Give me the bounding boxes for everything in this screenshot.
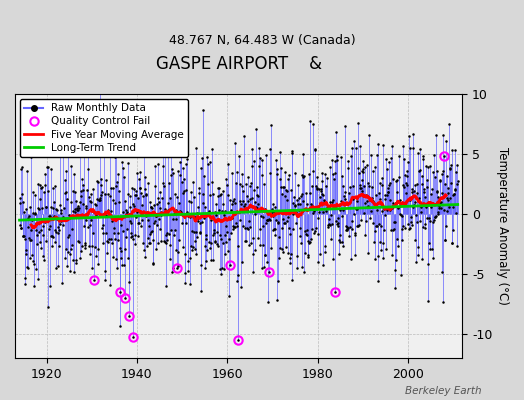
Legend: Raw Monthly Data, Quality Control Fail, Five Year Moving Average, Long-Term Tren: Raw Monthly Data, Quality Control Fail, … bbox=[20, 99, 188, 157]
Y-axis label: Temperature Anomaly (°C): Temperature Anomaly (°C) bbox=[496, 147, 509, 305]
Text: Berkeley Earth: Berkeley Earth bbox=[406, 386, 482, 396]
Text: 48.767 N, 64.483 W (Canada): 48.767 N, 64.483 W (Canada) bbox=[169, 34, 355, 47]
Title: GASPE AIRPORT    &: GASPE AIRPORT & bbox=[156, 55, 322, 73]
